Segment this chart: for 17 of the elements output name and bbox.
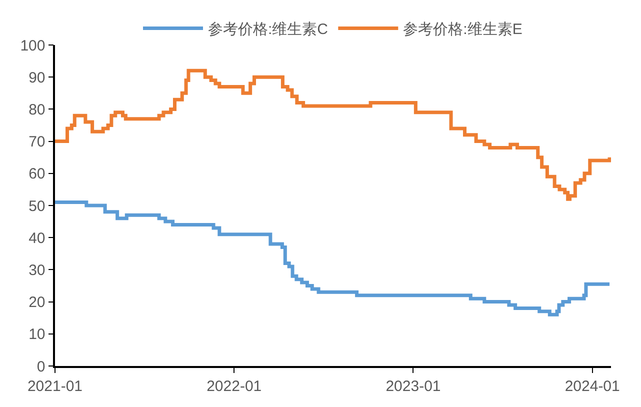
- legend-label: 参考价格:维生素C: [208, 21, 328, 38]
- y-tick-label: 20: [28, 294, 46, 312]
- y-tick-label: 50: [28, 198, 46, 215]
- y-tick-label: 40: [28, 230, 46, 247]
- y-tick-label: 60: [28, 166, 46, 183]
- y-tick-label: 100: [20, 37, 46, 54]
- y-tick-label: 70: [28, 134, 46, 151]
- y-tick-label: 80: [28, 101, 46, 118]
- x-tick-label: 2024-01: [564, 378, 620, 395]
- y-tick-label: 90: [28, 69, 46, 86]
- y-tick-label: 0: [36, 358, 46, 376]
- x-tick-label: 2022-01: [206, 378, 262, 395]
- legend-label: 参考价格:维生素E: [403, 21, 522, 38]
- y-tick-label: 10: [28, 326, 46, 344]
- x-tick-label: 2021-01: [27, 378, 83, 395]
- x-tick-label: 2023-01: [386, 378, 441, 395]
- y-tick-label: 30: [28, 262, 46, 279]
